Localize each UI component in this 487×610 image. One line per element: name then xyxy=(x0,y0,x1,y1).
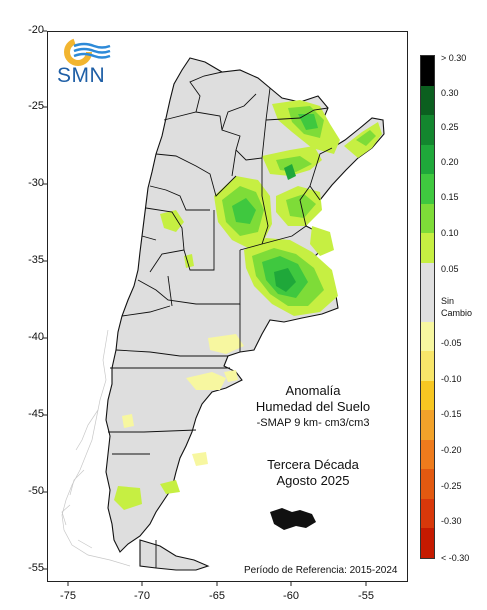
legend-swatch xyxy=(421,115,434,145)
negative-anomaly-areas xyxy=(122,334,244,466)
legend-label: < -0.30 xyxy=(441,553,470,563)
malvinas-islands xyxy=(270,508,316,530)
legend-label: 0.15 xyxy=(441,192,459,202)
legend-swatch xyxy=(421,262,434,322)
y-tick-label: -25 xyxy=(28,100,44,112)
legend-label: -0.25 xyxy=(441,481,462,491)
y-tick-label: -30 xyxy=(28,177,44,189)
legend-label: -0.10 xyxy=(441,374,462,384)
legend-swatch xyxy=(421,410,434,440)
legend-label: 0.30 xyxy=(441,88,459,98)
legend-label: Cambio xyxy=(441,308,473,318)
legend-swatch xyxy=(421,528,434,558)
period-line-2: Agosto 2025 xyxy=(276,473,350,488)
legend-swatch xyxy=(421,56,434,86)
legend-swatch xyxy=(421,144,434,175)
legend-label: -0.15 xyxy=(441,409,462,419)
period-label: Tercera Década Agosto 2025 xyxy=(238,457,388,489)
legend-swatch xyxy=(421,351,434,381)
legend-label: Sin xyxy=(441,296,455,306)
smn-logo-text: SMN xyxy=(57,64,106,87)
y-tick-label: -40 xyxy=(28,331,44,343)
title-line-2: Humedad del Suelo xyxy=(255,399,371,414)
y-tick-label: -50 xyxy=(28,485,44,497)
legend-label: 0.05 xyxy=(441,264,459,274)
x-tick-label: -60 xyxy=(283,590,299,602)
y-tick-label: -55 xyxy=(28,562,44,574)
smn-logo-icon xyxy=(64,38,111,66)
color-legend xyxy=(420,55,435,559)
period-line-1: Tercera Década xyxy=(267,457,359,472)
legend-swatch xyxy=(421,85,434,116)
positive-anomaly-areas xyxy=(114,100,382,510)
title-line-1: Anomalía xyxy=(285,383,341,398)
x-tick-label: -55 xyxy=(358,590,374,602)
title-line-3: -SMAP 9 km- cm3/cm3 xyxy=(256,417,370,429)
legend-label: 0.20 xyxy=(441,157,459,167)
legend-label: -0.30 xyxy=(441,516,462,526)
x-tick-label: -70 xyxy=(134,590,150,602)
legend-label: -0.20 xyxy=(441,445,462,455)
legend-swatch xyxy=(421,233,434,263)
y-tick-label: -20 xyxy=(28,24,44,36)
x-tick-label: -75 xyxy=(60,590,76,602)
legend-label: -0.05 xyxy=(441,338,462,348)
legend-label: 0.25 xyxy=(441,122,459,132)
legend-swatch xyxy=(421,380,434,411)
legend-swatch xyxy=(421,498,434,529)
map-title: Anomalía Humedad del Suelo -SMAP 9 km- c… xyxy=(238,383,388,431)
tierra-del-fuego xyxy=(139,539,210,571)
y-tick-label: -35 xyxy=(28,254,44,266)
legend-swatch xyxy=(421,439,434,470)
province-borders xyxy=(108,71,333,568)
legend-swatch xyxy=(421,203,434,234)
x-tick-label: -65 xyxy=(209,590,225,602)
legend-label: 0.10 xyxy=(441,228,459,238)
legend-swatch xyxy=(421,469,434,499)
legend-swatch xyxy=(421,174,434,204)
reference-period: Período de Referencia: 2015-2024 xyxy=(244,565,398,576)
legend-label: > 0.30 xyxy=(441,53,467,63)
legend-swatch xyxy=(421,321,434,352)
y-tick-label: -45 xyxy=(28,408,44,420)
